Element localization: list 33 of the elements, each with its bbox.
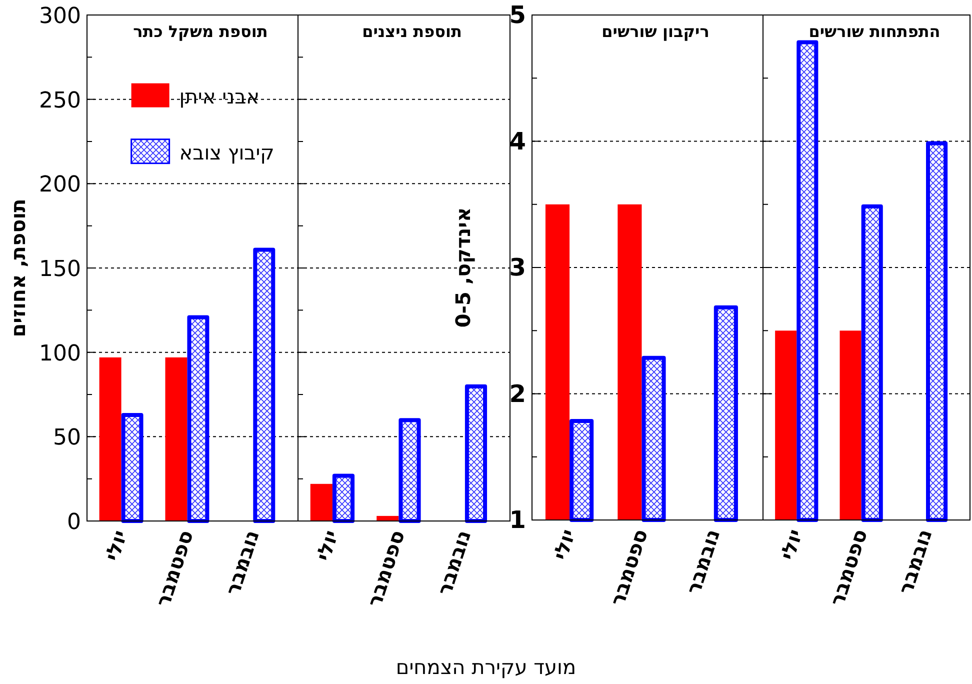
x-tick-label: יולי xyxy=(310,527,344,564)
x-tick-label: יולי xyxy=(548,526,580,563)
x-tick-label: יולי xyxy=(775,526,808,563)
y-tick-label: 200 xyxy=(39,172,81,198)
text: ריקבון שורשים xyxy=(602,22,710,41)
y-tick-label: 5 xyxy=(509,1,526,29)
legend-label: אבני איתן xyxy=(179,84,260,108)
x-tick-label: נובמבר xyxy=(893,526,937,598)
y-tick-label: 0 xyxy=(67,510,81,535)
y-tick-label: 1 xyxy=(509,506,526,534)
y-tick-label: 100 xyxy=(39,341,81,366)
x-tick-label: ספטמבר xyxy=(150,527,198,610)
x-tick-label: ספטמבר xyxy=(824,526,872,609)
x-tick-label: ספטמבר xyxy=(362,527,410,610)
x-tick-label: ספטמבר xyxy=(605,526,652,609)
x-tick-label: יולי xyxy=(100,527,132,564)
text: התפתחות שורשים xyxy=(808,22,940,41)
text: תוספת משקל כתר xyxy=(133,22,268,41)
text: תוספת ניצנים xyxy=(362,22,462,41)
x-tick-label: נובמבר xyxy=(681,526,725,598)
y-tick-label: 2 xyxy=(509,380,526,408)
y-tick-label: 4 xyxy=(509,127,526,156)
y-tick-label: 250 xyxy=(39,88,81,114)
y-axis-title: אינדקס, 0-5 xyxy=(451,207,475,328)
y-tick-label: 50 xyxy=(53,426,81,451)
x-tick-label: נובמבר xyxy=(432,527,476,598)
x-axis-title: מועד עקירת הצמחים xyxy=(396,655,576,679)
legend-label: קיבוץ צובא xyxy=(179,140,274,164)
y-tick-label: 150 xyxy=(39,257,81,282)
y-tick-label: 3 xyxy=(509,254,526,282)
y-axis-title: תוספת, אחוזים xyxy=(6,198,30,338)
y-tick-label: 300 xyxy=(39,4,81,29)
x-tick-label: נובמבר xyxy=(220,527,264,598)
